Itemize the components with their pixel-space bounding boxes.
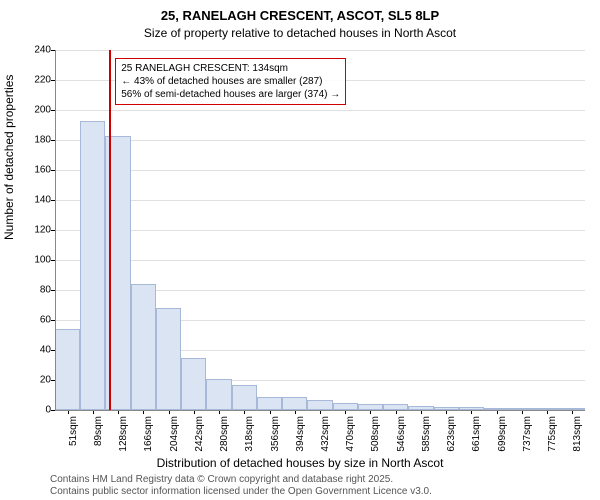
gridline bbox=[55, 110, 585, 111]
histogram-bar bbox=[307, 400, 332, 411]
histogram-bar bbox=[257, 397, 282, 411]
callout-line: 56% of semi-detached houses are larger (… bbox=[121, 88, 340, 101]
property-marker-line bbox=[109, 50, 111, 410]
ytick-label: 160 bbox=[23, 165, 51, 176]
histogram-bar bbox=[232, 385, 257, 411]
plot-area: 02040608010012014016018020022024051sqm89… bbox=[55, 50, 585, 410]
footer-line: Contains public sector information licen… bbox=[50, 486, 432, 498]
x-axis-label: Distribution of detached houses by size … bbox=[0, 456, 600, 470]
property-callout: 25 RANELAGH CRESCENT: 134sqm← 43% of det… bbox=[115, 58, 346, 105]
histogram-bar bbox=[131, 284, 156, 410]
histogram-bar bbox=[156, 308, 181, 410]
chart-container: 25, RANELAGH CRESCENT, ASCOT, SL5 8LP Si… bbox=[0, 0, 600, 500]
ytick-label: 180 bbox=[23, 135, 51, 146]
x-axis-line bbox=[55, 410, 585, 411]
y-axis-line bbox=[55, 50, 56, 410]
gridline bbox=[55, 260, 585, 261]
gridline bbox=[55, 50, 585, 51]
callout-line: 25 RANELAGH CRESCENT: 134sqm bbox=[121, 62, 340, 75]
histogram-bar bbox=[206, 379, 231, 411]
footer-attribution: Contains HM Land Registry data © Crown c… bbox=[50, 474, 432, 498]
ytick-label: 80 bbox=[23, 285, 51, 296]
gridline bbox=[55, 140, 585, 141]
ytick-label: 0 bbox=[23, 405, 51, 416]
ytick-label: 60 bbox=[23, 315, 51, 326]
histogram-bar bbox=[181, 358, 206, 411]
gridline bbox=[55, 170, 585, 171]
y-axis-label: Number of detached properties bbox=[2, 75, 16, 240]
gridline bbox=[55, 230, 585, 231]
ytick-label: 100 bbox=[23, 255, 51, 266]
footer-line: Contains HM Land Registry data © Crown c… bbox=[50, 474, 432, 486]
histogram-bar bbox=[282, 397, 307, 411]
ytick-label: 40 bbox=[23, 345, 51, 356]
callout-line: ← 43% of detached houses are smaller (28… bbox=[121, 75, 340, 88]
gridline bbox=[55, 200, 585, 201]
histogram-bar bbox=[333, 403, 358, 411]
chart-title: 25, RANELAGH CRESCENT, ASCOT, SL5 8LP bbox=[0, 8, 600, 23]
histogram-bar bbox=[80, 121, 105, 411]
ytick-label: 220 bbox=[23, 75, 51, 86]
ytick-label: 20 bbox=[23, 375, 51, 386]
ytick-label: 140 bbox=[23, 195, 51, 206]
histogram-bar bbox=[55, 329, 80, 410]
ytick-label: 240 bbox=[23, 45, 51, 56]
chart-subtitle: Size of property relative to detached ho… bbox=[0, 26, 600, 40]
ytick-label: 200 bbox=[23, 105, 51, 116]
ytick-label: 120 bbox=[23, 225, 51, 236]
